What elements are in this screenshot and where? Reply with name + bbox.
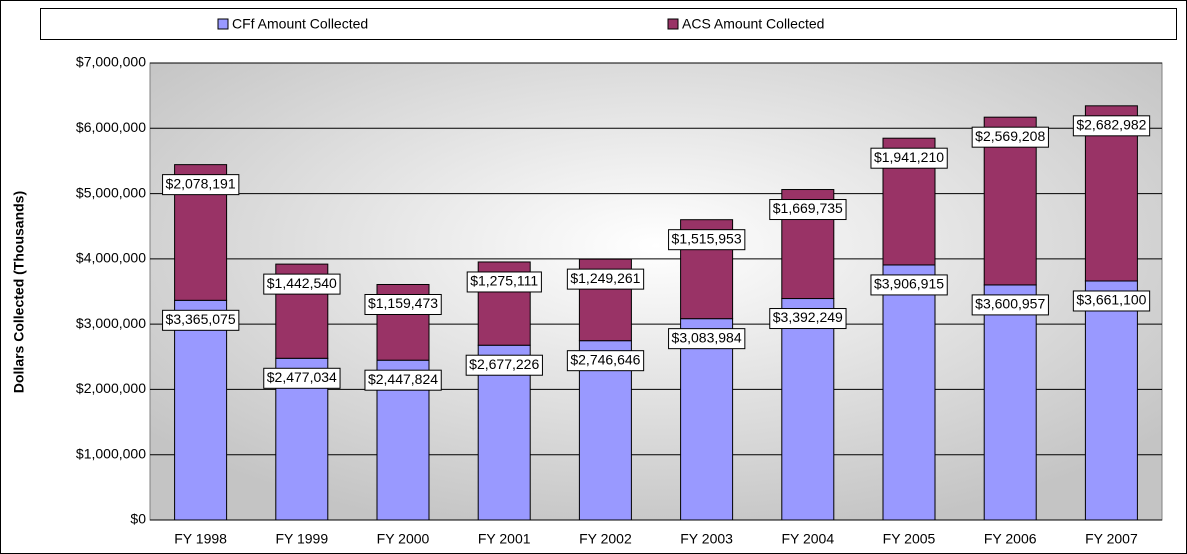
data-label-box (162, 309, 240, 331)
x-tick-label: FY 1998 (174, 531, 227, 547)
data-label: $1,669,735 (773, 200, 843, 216)
x-tick-label: FY 2003 (680, 531, 733, 547)
bar-segment (174, 299, 228, 521)
data-label: $2,078,191 (166, 175, 236, 191)
data-label-box (769, 308, 847, 330)
x-tick-label: FY 2001 (478, 531, 531, 547)
data-label-box (971, 126, 1049, 148)
data-label-box (769, 199, 847, 221)
data-label-box (668, 328, 746, 350)
data-label-box (870, 274, 948, 296)
data-label-box (1072, 290, 1151, 312)
data-label: $2,447,824 (368, 371, 438, 387)
data-label-box (162, 174, 240, 196)
data-label: $1,159,473 (368, 295, 438, 311)
data-label: $2,746,646 (570, 351, 640, 367)
data-label-box (466, 271, 542, 293)
x-tick-label: FY 1999 (275, 531, 328, 547)
y-tick-label: $1,000,000 (76, 445, 146, 461)
y-tick-label: $6,000,000 (76, 119, 146, 135)
legend-swatch (667, 18, 679, 30)
x-tick-label: FY 2005 (883, 531, 936, 547)
data-label: $2,569,208 (975, 128, 1045, 144)
data-label-box (668, 229, 746, 251)
x-tick-label: FY 2004 (781, 531, 834, 547)
data-label-box (971, 294, 1049, 316)
bar-segment (781, 298, 835, 521)
x-tick-label: FY 2007 (1085, 531, 1138, 547)
bar-segment (680, 318, 734, 521)
y-tick-label: $4,000,000 (76, 250, 146, 266)
data-label-box (566, 268, 645, 290)
legend-label: CFf Amount Collected (232, 16, 368, 32)
bar-segment (1084, 280, 1138, 521)
data-label-box (1072, 115, 1151, 137)
data-label: $3,906,915 (874, 276, 944, 292)
data-label: $2,477,034 (267, 369, 337, 385)
y-axis-title: Dollars Collected (Thousands) (11, 191, 27, 393)
y-tick-label: $3,000,000 (76, 315, 146, 331)
data-label-box (870, 147, 948, 169)
data-label: $3,392,249 (773, 309, 843, 325)
y-tick-label: $5,000,000 (76, 184, 146, 200)
data-label: $1,941,210 (874, 149, 944, 165)
data-label: $3,083,984 (672, 329, 742, 345)
data-label-box (364, 369, 442, 391)
data-label: $1,275,111 (470, 273, 538, 289)
data-label-box (465, 354, 543, 376)
data-label: $3,365,075 (166, 311, 236, 327)
y-tick-label: $7,000,000 (76, 54, 146, 70)
data-label: $1,249,261 (570, 270, 640, 286)
data-label: $2,677,226 (469, 356, 539, 372)
y-tick-label: $2,000,000 (76, 380, 146, 396)
data-label: $1,442,540 (267, 275, 337, 291)
data-label: $3,661,100 (1076, 292, 1146, 308)
bar-segment (882, 264, 936, 521)
legend-label: ACS Amount Collected (682, 16, 824, 32)
data-label: $1,515,953 (672, 230, 742, 246)
data-label-box (263, 367, 341, 389)
data-label-box (566, 350, 645, 372)
x-tick-label: FY 2002 (579, 531, 632, 547)
data-label-box (364, 293, 442, 315)
legend-swatch (217, 18, 229, 30)
data-label: $2,682,982 (1076, 117, 1146, 133)
data-label-box (263, 273, 341, 295)
y-tick-label: $0 (130, 511, 146, 527)
x-tick-label: FY 2000 (377, 531, 430, 547)
x-tick-label: FY 2006 (984, 531, 1037, 547)
bar-segment (983, 284, 1037, 521)
legend-box (40, 8, 1177, 40)
data-label: $3,600,957 (975, 296, 1045, 312)
